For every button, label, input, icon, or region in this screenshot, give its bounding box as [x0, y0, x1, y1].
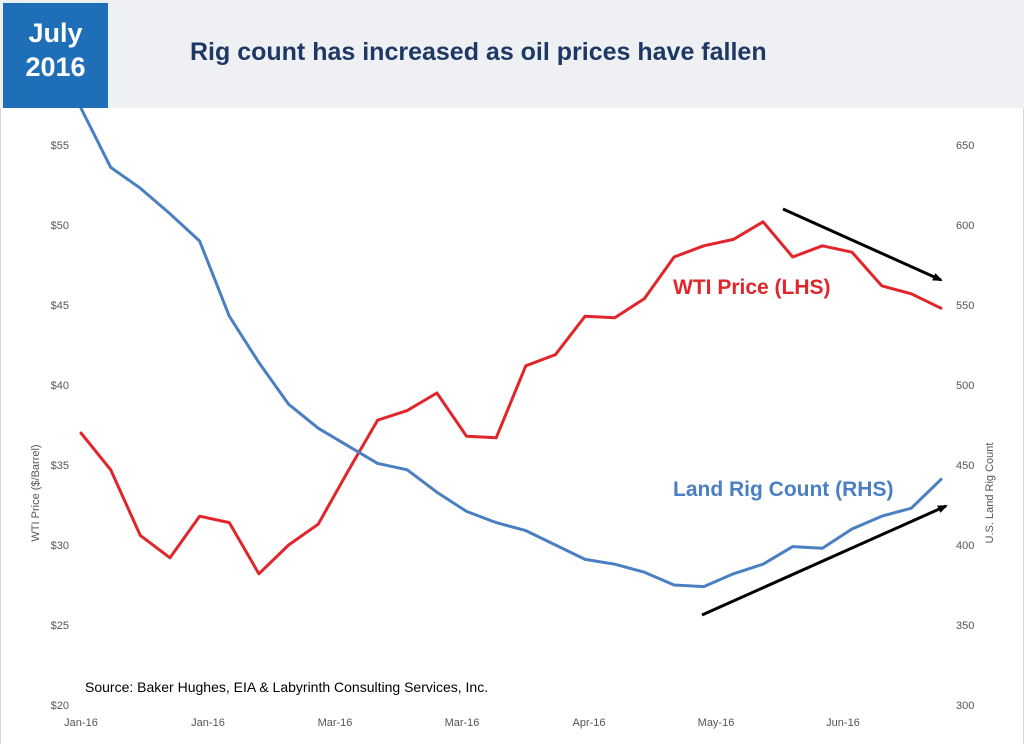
wti-series-label: WTI Price (LHS) — [673, 276, 831, 299]
x-tick-label: Apr-16 — [572, 717, 605, 729]
left-axis-title: WTI Price ($/Barrel) — [30, 444, 42, 541]
left-tick-label: $50 — [51, 220, 69, 232]
x-tick-label: Jan-16 — [191, 717, 225, 729]
right-tick-label: 350 — [956, 620, 974, 632]
line-chart: $20 $25 $30 $35 $40 $45 $50 $55 300 350 400 450 500… — [30, 108, 996, 729]
right-tick-label: 500 — [956, 380, 974, 392]
left-tick-label: $35 — [51, 460, 69, 472]
x-tick-label: Mar-16 — [445, 717, 480, 729]
right-tick-label: 550 — [956, 300, 974, 312]
downtrend-arrow — [782, 207, 943, 282]
x-axis-ticks: Jan-16 Jan-16 Mar-16 Mar-16 Apr-16 May-16 Jun-… — [64, 717, 860, 729]
rig-series-label: Land Rig Count (RHS) — [673, 478, 893, 501]
right-tick-label: 300 — [956, 700, 974, 712]
left-tick-label: $20 — [51, 700, 69, 712]
badge-month: July — [28, 18, 83, 48]
x-tick-label: Jan-16 — [64, 717, 98, 729]
series-layer — [79, 108, 943, 589]
source-note: Source: Baker Hughes, EIA & Labyrinth Co… — [85, 679, 488, 695]
left-tick-label: $30 — [51, 540, 69, 552]
header-bar: July 2016 Rig count has increased as oil… — [0, 0, 1024, 108]
uptrend-arrow — [701, 504, 948, 617]
right-axis-title: U.S. Land Rig Count — [984, 443, 996, 544]
rig-count-line — [79, 108, 943, 589]
right-tick-label: 650 — [956, 140, 974, 152]
x-tick-label: Jun-16 — [826, 717, 860, 729]
left-tick-label: $40 — [51, 380, 69, 392]
x-tick-label: May-16 — [698, 717, 735, 729]
right-axis-ticks: 300 350 400 450 500 550 600 650 — [956, 140, 974, 712]
right-tick-label: 600 — [956, 220, 974, 232]
left-tick-label: $25 — [51, 620, 69, 632]
page-title: Rig count has increased as oil prices ha… — [190, 38, 767, 66]
left-axis-ticks: $20 $25 $30 $35 $40 $45 $50 $55 — [51, 140, 69, 712]
wti-price-line — [79, 220, 943, 576]
right-tick-label: 450 — [956, 460, 974, 472]
left-tick-label: $55 — [51, 140, 69, 152]
badge-year: 2016 — [25, 52, 86, 82]
x-tick-label: Mar-16 — [318, 717, 353, 729]
date-badge: July 2016 — [3, 3, 108, 108]
left-tick-label: $45 — [51, 300, 69, 312]
right-tick-label: 400 — [956, 540, 974, 552]
chart-area: $20 $25 $30 $35 $40 $45 $50 $55 300 350 400 450 500… — [0, 108, 1024, 744]
